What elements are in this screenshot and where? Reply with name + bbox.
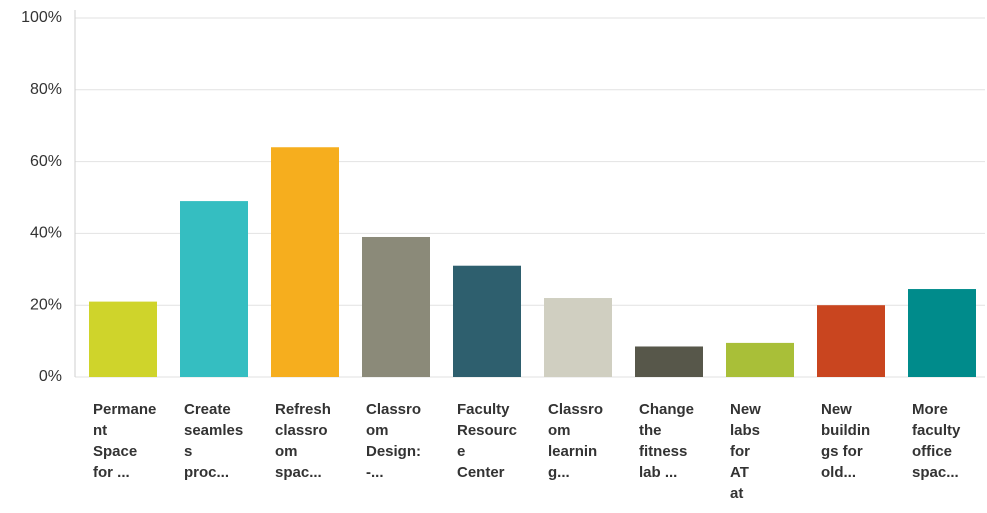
x-tick-label: for [730,443,750,460]
x-tick-label: s [184,443,192,460]
y-tick-label: 80% [30,81,62,98]
bar [180,201,248,377]
y-tick-label: 100% [21,9,62,26]
bar [726,342,794,377]
x-tick-label: Change [639,401,694,418]
x-tick-label: gs for [821,443,863,460]
x-tick-label: AT [730,464,749,481]
x-tick-label: labs [730,422,760,439]
bar [908,289,976,377]
x-tick-label: for ... [93,464,130,481]
x-tick-label: at [730,485,743,502]
x-tick-label: spac... [275,464,322,481]
x-tick-label: Design: [366,443,421,460]
bar [362,236,430,377]
x-tick-label: Classro [366,401,421,418]
bar [817,305,885,377]
x-tick-label: classro [275,422,328,439]
x-tick-label: -... [366,464,384,481]
x-tick-label: om [275,443,298,460]
x-tick-label: Resourc [457,422,517,439]
x-tick-label: office [912,443,952,460]
y-tick-label: 60% [30,153,62,170]
y-tick-label: 0% [39,368,62,385]
x-tick-label: Create [184,401,231,418]
x-tick-label: Space [93,443,137,460]
bar [271,147,339,377]
y-tick-label: 20% [30,296,62,313]
x-tick-label: Faculty [457,401,510,418]
x-tick-label: e [457,443,465,460]
x-tick-label: Center [457,464,505,481]
x-tick-label: buildin [821,422,870,439]
x-tick-label: the [639,422,662,439]
x-tick-label: faculty [912,422,961,439]
x-tick-label: Classro [548,401,603,418]
bar [635,346,703,377]
x-tick-label: New [821,401,852,418]
x-tick-label: Permane [93,401,156,418]
x-tick-label: Refresh [275,401,331,418]
x-tick-label: nt [93,422,107,439]
x-tick-label: spac... [912,464,959,481]
x-tick-label: g... [548,464,570,481]
bar [453,265,521,377]
x-tick-label: proc... [184,464,229,481]
bar [544,298,612,377]
x-tick-label: om [366,422,389,439]
x-tick-label: seamles [184,422,243,439]
x-tick-label: om [548,422,571,439]
y-tick-label: 40% [30,225,62,242]
x-tick-label: More [912,401,948,418]
x-tick-label: learnin [548,443,597,460]
x-tick-label: New [730,401,761,418]
x-tick-label: lab ... [639,464,677,481]
bar [89,301,157,377]
x-tick-label: fitness [639,443,687,460]
x-tick-label: old... [821,464,856,481]
